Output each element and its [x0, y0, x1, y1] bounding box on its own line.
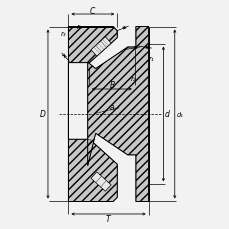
Text: B: B [110, 81, 115, 90]
Text: r₄: r₄ [76, 24, 82, 30]
Text: C: C [90, 7, 95, 16]
Text: r₁: r₁ [148, 55, 154, 61]
Text: d₁: d₁ [176, 112, 183, 117]
Polygon shape [87, 27, 148, 202]
Text: D: D [39, 110, 45, 119]
Text: a: a [109, 102, 114, 111]
Text: T: T [105, 214, 110, 223]
Polygon shape [68, 27, 117, 202]
Polygon shape [91, 172, 111, 191]
Text: r₃: r₃ [60, 30, 66, 36]
Text: d: d [164, 110, 169, 119]
Text: r₂: r₂ [130, 76, 136, 82]
Polygon shape [91, 38, 111, 57]
